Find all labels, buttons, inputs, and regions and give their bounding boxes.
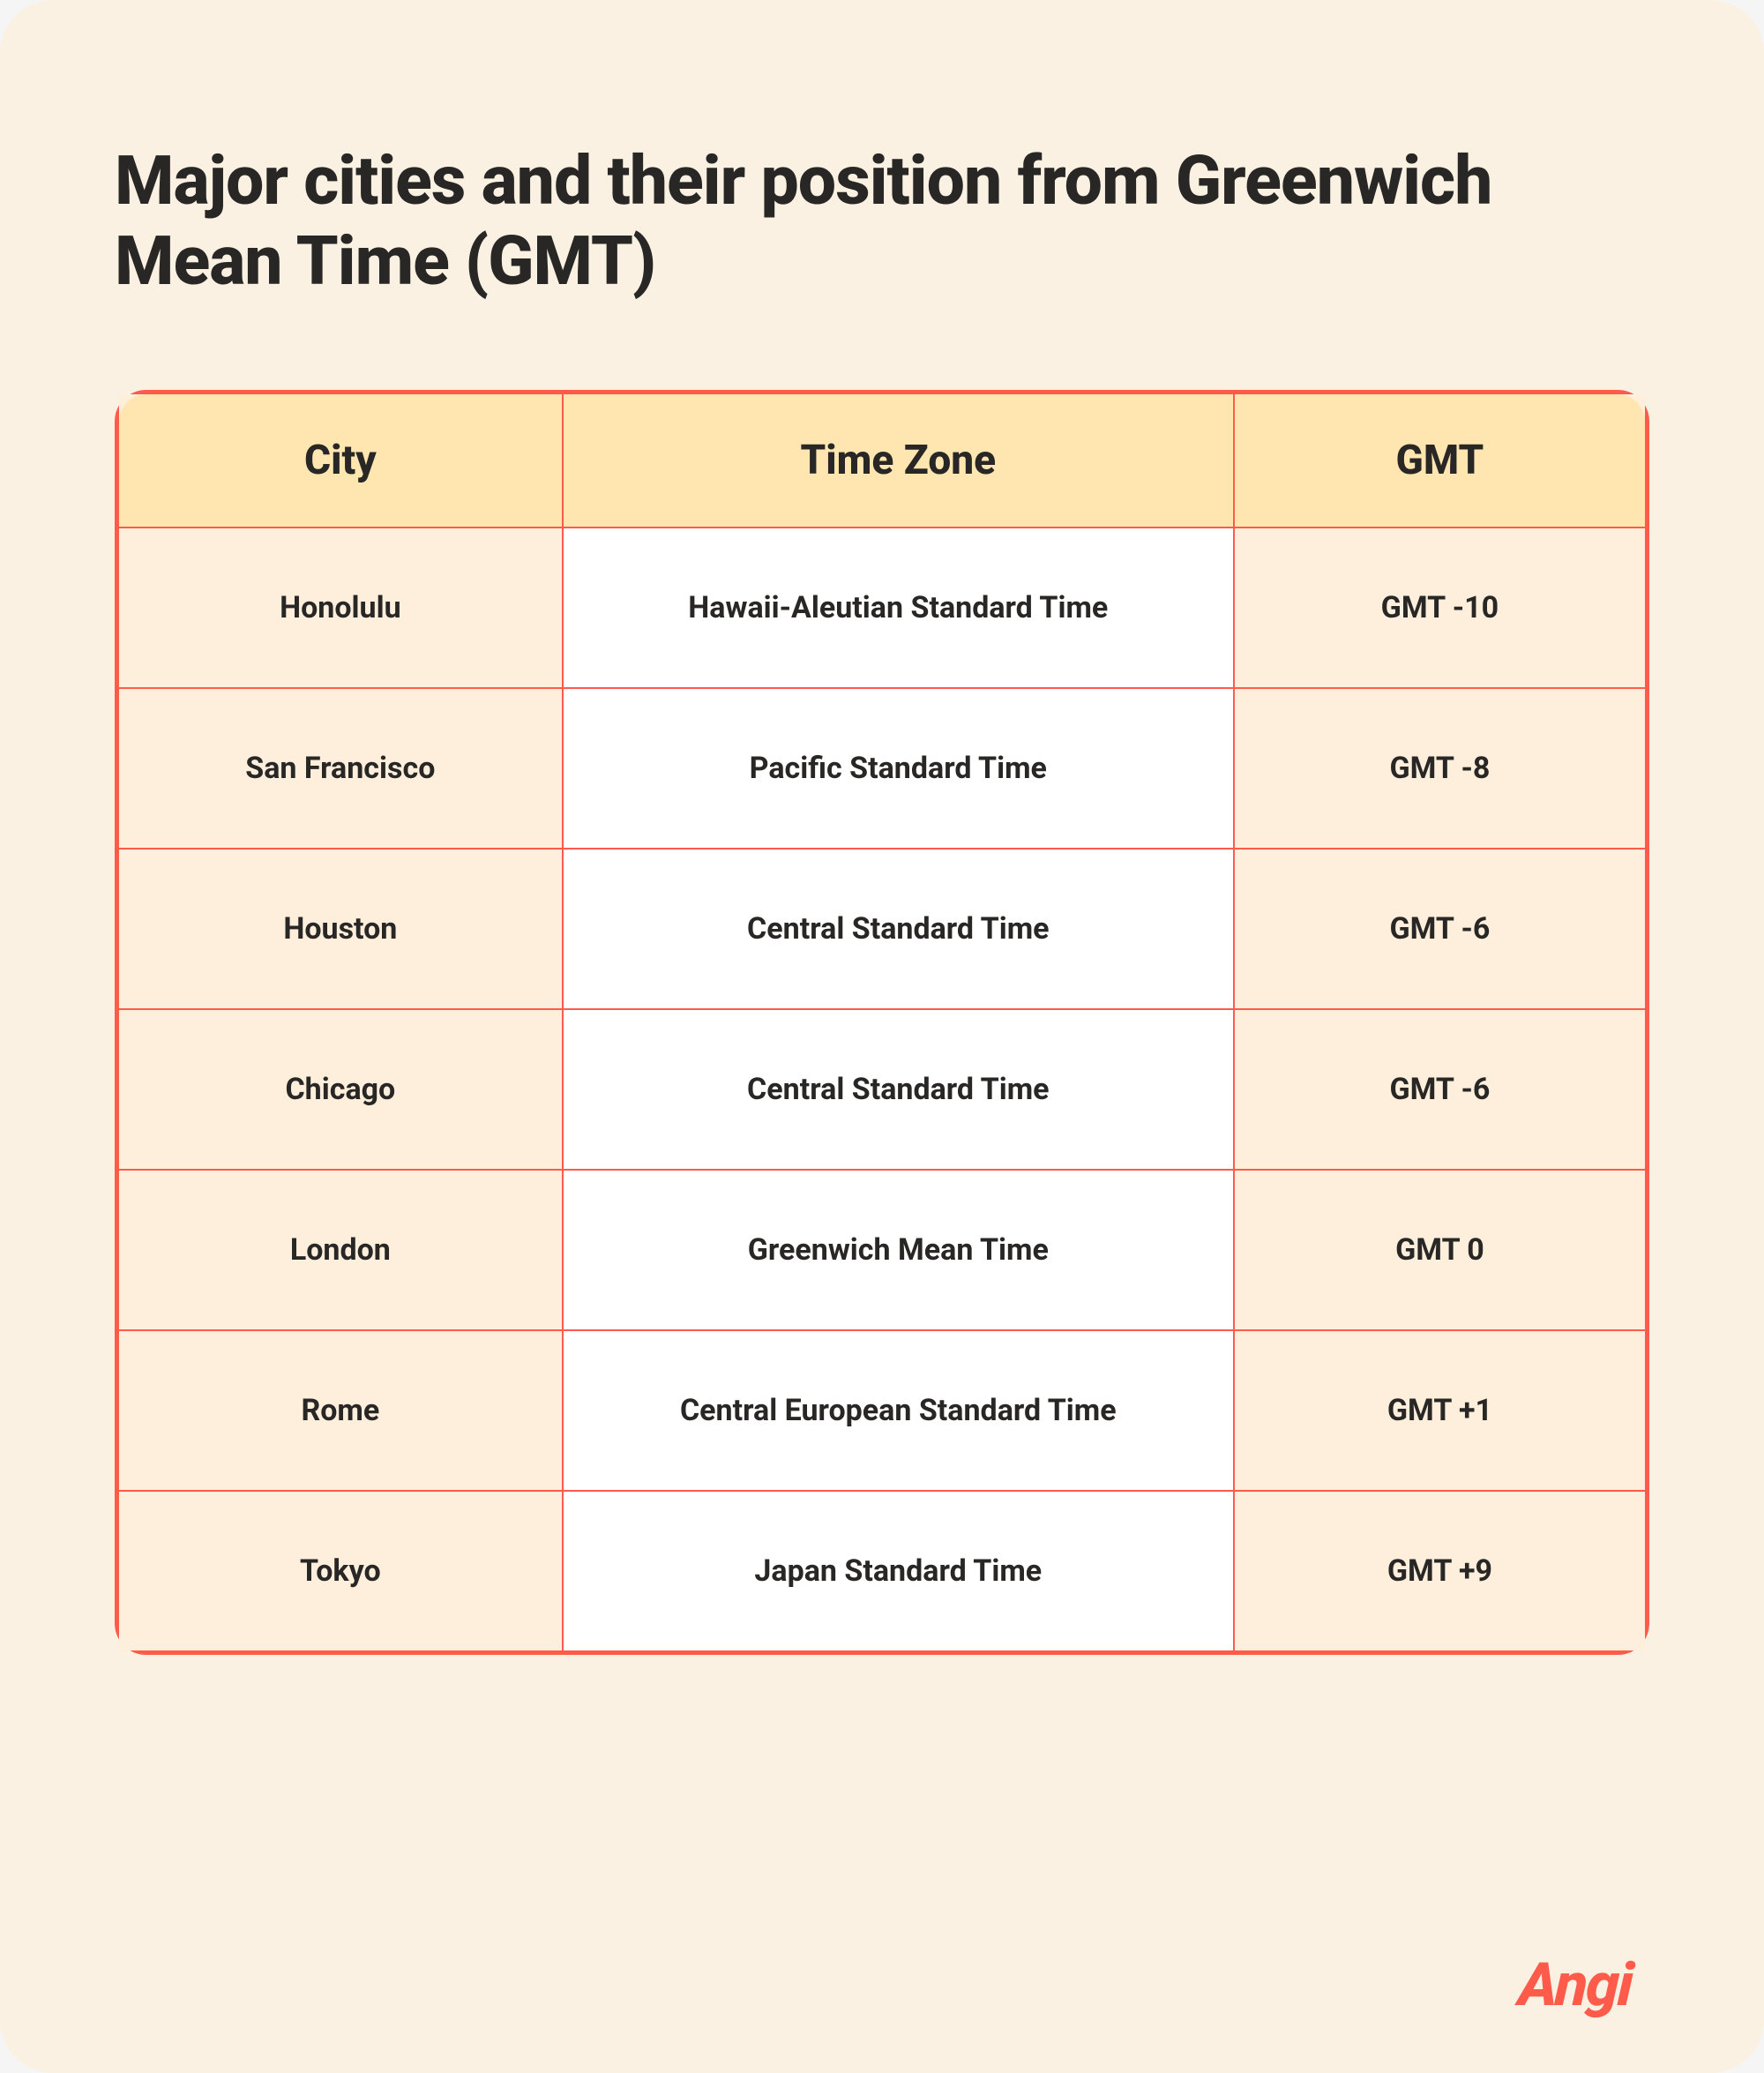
angi-logo: Angi xyxy=(1517,1950,1633,2020)
cell-timezone: Japan Standard Time xyxy=(562,1490,1233,1650)
logo-container: Angi xyxy=(115,1950,1649,2020)
cell-city: Houston xyxy=(119,848,562,1008)
cell-city: Rome xyxy=(119,1329,562,1490)
gmt-table: City Time Zone GMT HonoluluHawaii-Aleuti… xyxy=(115,390,1649,1655)
cell-gmt: GMT +1 xyxy=(1233,1329,1645,1490)
table-row: RomeCentral European Standard TimeGMT +1 xyxy=(119,1329,1645,1490)
table-row: LondonGreenwich Mean TimeGMT 0 xyxy=(119,1169,1645,1329)
cell-timezone: Central Standard Time xyxy=(562,1008,1233,1169)
cell-city: Tokyo xyxy=(119,1490,562,1650)
cell-gmt: GMT -8 xyxy=(1233,687,1645,848)
cell-gmt: GMT 0 xyxy=(1233,1169,1645,1329)
cell-timezone: Pacific Standard Time xyxy=(562,687,1233,848)
cell-gmt: GMT -6 xyxy=(1233,1008,1645,1169)
th-city: City xyxy=(119,394,562,527)
page-title: Major cities and their position from Gre… xyxy=(115,141,1649,302)
th-timezone: Time Zone xyxy=(562,394,1233,527)
cell-timezone: Greenwich Mean Time xyxy=(562,1169,1233,1329)
cell-timezone: Central European Standard Time xyxy=(562,1329,1233,1490)
table-row: HoustonCentral Standard TimeGMT -6 xyxy=(119,848,1645,1008)
cell-timezone: Hawaii-Aleutian Standard Time xyxy=(562,527,1233,687)
cell-city: Chicago xyxy=(119,1008,562,1169)
cell-city: San Francisco xyxy=(119,687,562,848)
table-body: HonoluluHawaii-Aleutian Standard TimeGMT… xyxy=(119,527,1645,1650)
table-row: San FranciscoPacific Standard TimeGMT -8 xyxy=(119,687,1645,848)
cell-timezone: Central Standard Time xyxy=(562,848,1233,1008)
cell-gmt: GMT -10 xyxy=(1233,527,1645,687)
infographic-card: Major cities and their position from Gre… xyxy=(0,0,1764,2073)
table-row: ChicagoCentral Standard TimeGMT -6 xyxy=(119,1008,1645,1169)
th-gmt: GMT xyxy=(1233,394,1645,527)
cell-gmt: GMT +9 xyxy=(1233,1490,1645,1650)
cell-gmt: GMT -6 xyxy=(1233,848,1645,1008)
cell-city: London xyxy=(119,1169,562,1329)
table-row: HonoluluHawaii-Aleutian Standard TimeGMT… xyxy=(119,527,1645,687)
table-header-row: City Time Zone GMT xyxy=(119,394,1645,527)
table-row: TokyoJapan Standard TimeGMT +9 xyxy=(119,1490,1645,1650)
cell-city: Honolulu xyxy=(119,527,562,687)
